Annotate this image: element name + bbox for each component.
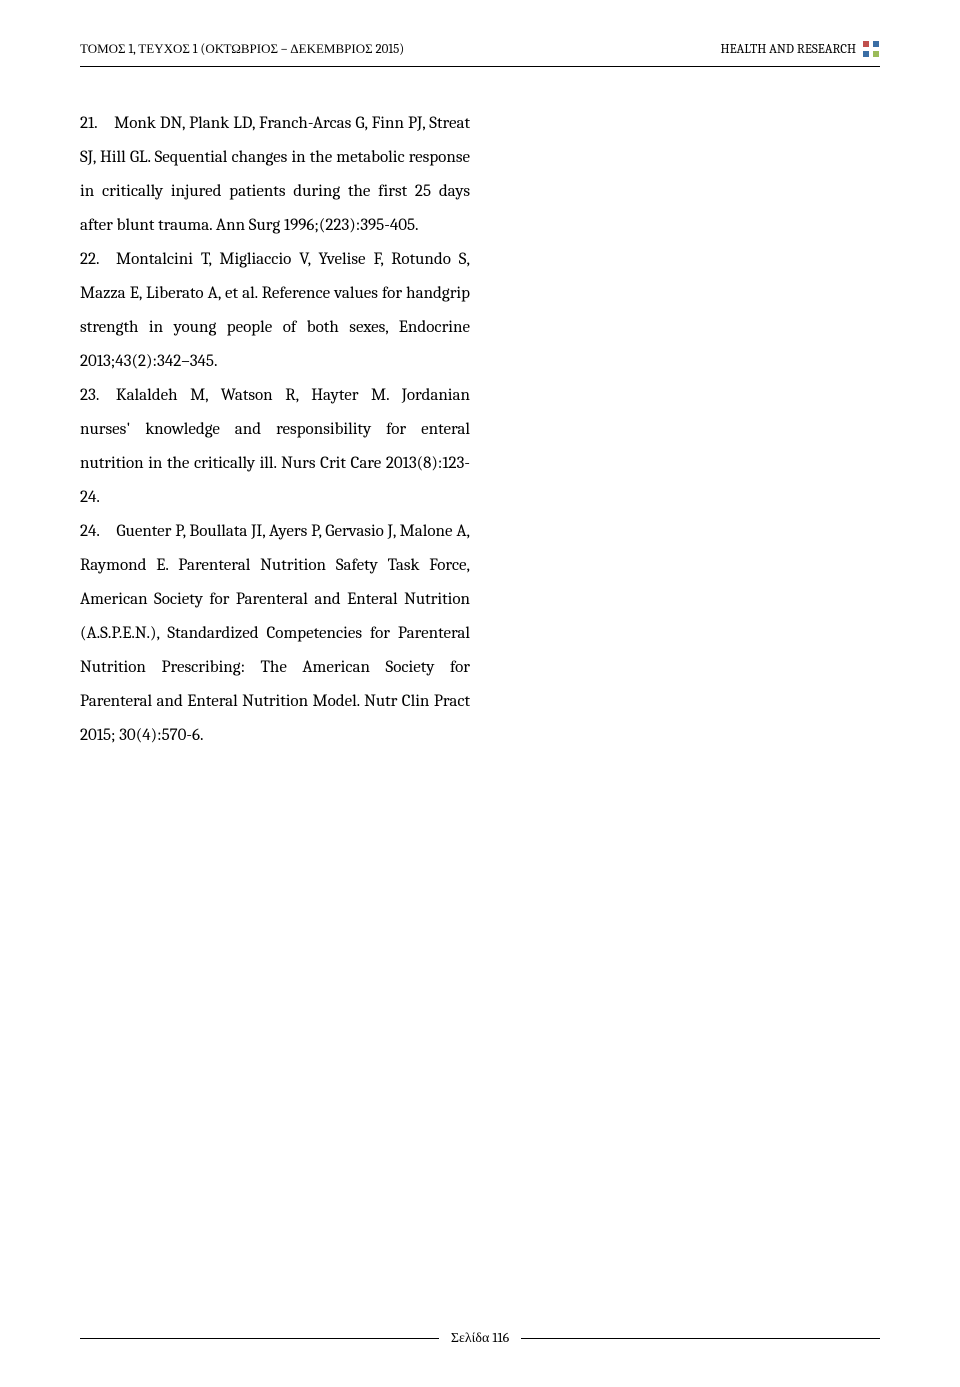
header-right-text: HEALTH AND RESEARCH [721,42,856,57]
footer-line-right [521,1338,880,1339]
page-number: Σελίδα 116 [451,1329,509,1347]
reference-22: 22. Montalcini T, Migliaccio V, Yvelise … [80,243,470,379]
reference-21: 21. Monk DN, Plank LD, Franch-Arcas G, F… [80,107,470,243]
references-column: 21. Monk DN, Plank LD, Franch-Arcas G, F… [80,107,470,753]
page-header: ΤΟΜΟΣ 1, ΤΕΥΧΟΣ 1 (ΟΚΤΩΒΡΙΟΣ – ΔΕΚΕΜΒΡΙΟ… [80,40,880,67]
page-footer: Σελίδα 116 [80,1329,880,1347]
footer-line-left [80,1338,439,1339]
reference-23: 23. Kalaldeh M, Watson R, Hayter M. Jord… [80,379,470,515]
header-right-group: HEALTH AND RESEARCH [721,40,880,58]
journal-logo-icon [862,40,880,58]
reference-24: 24. Guenter P, Boullata JI, Ayers P, Ger… [80,515,470,753]
header-left-text: ΤΟΜΟΣ 1, ΤΕΥΧΟΣ 1 (ΟΚΤΩΒΡΙΟΣ – ΔΕΚΕΜΒΡΙΟ… [80,41,404,57]
